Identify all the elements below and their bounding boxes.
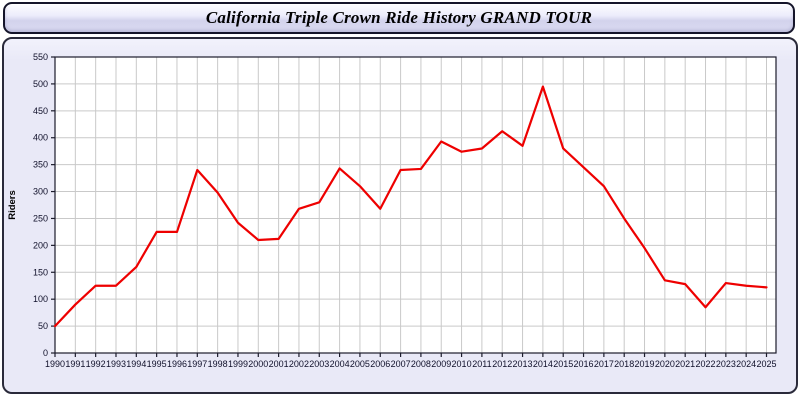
x-tick-label: 2010 xyxy=(452,359,472,369)
y-tick-label: 150 xyxy=(33,267,48,277)
x-tick-label: 1995 xyxy=(147,359,167,369)
x-tick-label: 2023 xyxy=(716,359,736,369)
x-tick-label: 2007 xyxy=(391,359,411,369)
x-tick-label: 2012 xyxy=(492,359,512,369)
y-tick-label: 0 xyxy=(43,348,48,358)
x-tick-label: 2016 xyxy=(574,359,594,369)
x-tick-label: 2001 xyxy=(269,359,289,369)
y-tick-label: 300 xyxy=(33,187,48,197)
y-axis-title: Riders xyxy=(7,190,18,220)
x-tick-label: 2013 xyxy=(513,359,533,369)
title-bar: California Triple Crown Ride History GRA… xyxy=(3,2,795,34)
x-tick-label: 1991 xyxy=(65,359,85,369)
x-tick-label: 2003 xyxy=(309,359,329,369)
plot-area xyxy=(55,57,776,353)
y-tick-label: 500 xyxy=(33,79,48,89)
x-tick-label: 2002 xyxy=(289,359,309,369)
x-tick-label: 2005 xyxy=(350,359,370,369)
x-tick-label: 2022 xyxy=(695,359,715,369)
x-tick-label: 2024 xyxy=(736,359,756,369)
x-tick-label: 2009 xyxy=(431,359,451,369)
y-tick-label: 250 xyxy=(33,213,48,223)
y-tick-label: 50 xyxy=(38,321,48,331)
x-tick-label: 2015 xyxy=(553,359,573,369)
x-tick-label: 1990 xyxy=(45,359,65,369)
y-tick-label: 200 xyxy=(33,240,48,250)
x-tick-label: 1997 xyxy=(187,359,207,369)
x-tick-label: 1994 xyxy=(126,359,146,369)
x-tick-label: 1999 xyxy=(228,359,248,369)
x-tick-label: 2004 xyxy=(330,359,350,369)
y-tick-label: 100 xyxy=(33,294,48,304)
riders-series-line xyxy=(53,85,768,328)
x-tick-label: 2014 xyxy=(533,359,553,369)
x-tick-label: 2000 xyxy=(248,359,268,369)
x-tick-label: 2008 xyxy=(411,359,431,369)
x-tick-label: 1993 xyxy=(106,359,126,369)
y-tick-label: 350 xyxy=(33,160,48,170)
x-tick-label: 2011 xyxy=(472,359,491,369)
x-tick-label: 2020 xyxy=(655,359,675,369)
x-tick-label: 2021 xyxy=(675,359,695,369)
x-tick-label: 1996 xyxy=(167,359,187,369)
x-tick-label: 1992 xyxy=(86,359,106,369)
x-tick-label: 2017 xyxy=(594,359,614,369)
page-title: California Triple Crown Ride History GRA… xyxy=(205,8,593,27)
y-tick-label: 400 xyxy=(33,133,48,143)
y-tick-label: 450 xyxy=(33,106,48,116)
x-tick-label: 2018 xyxy=(614,359,634,369)
x-tick-label: 2019 xyxy=(635,359,655,369)
x-tick-label: 2006 xyxy=(370,359,390,369)
y-tick-label: 550 xyxy=(33,52,48,62)
x-tick-label: 1998 xyxy=(208,359,228,369)
x-tick-label: 2025 xyxy=(756,359,776,369)
